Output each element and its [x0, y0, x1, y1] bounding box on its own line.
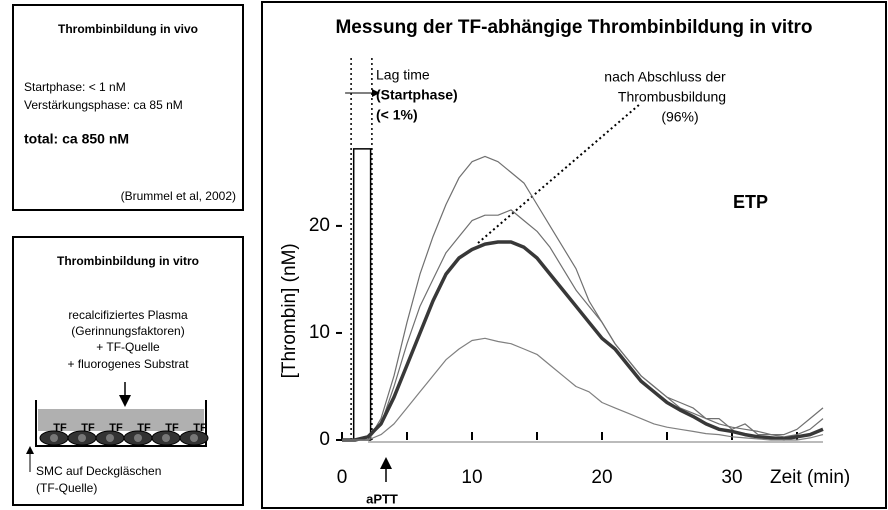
cell-nucleus [162, 434, 170, 442]
cell-nucleus [50, 434, 58, 442]
panel-box [12, 236, 244, 506]
panel-line: recalcifiziertes Plasma [68, 308, 188, 322]
cell-nucleus [190, 434, 198, 442]
cell-label: TF [81, 422, 95, 434]
panel-line: + TF-Quelle [96, 340, 160, 354]
panel-caption: SMC auf Deckgläschen [36, 464, 161, 478]
lag-label: (Startphase) [376, 87, 458, 103]
x-tick-label: 10 [461, 467, 482, 488]
well [35, 400, 207, 447]
series-line [342, 209, 824, 441]
cell-label: TF [53, 422, 67, 434]
panel-box [12, 4, 244, 211]
x-tick-label: 30 [721, 467, 742, 488]
y-tick-label: 20 [309, 215, 330, 236]
series-line [342, 337, 824, 441]
panel-line: Startphase: < 1 nM [24, 80, 126, 94]
cell-nucleus [134, 434, 142, 442]
chart: 0 10 20 0 10 20 30 Zeit (min) [Thrombin] (nM) Lag… [279, 58, 850, 506]
lag-label: Lag time [376, 67, 430, 83]
marker-label: aPTT [366, 491, 398, 506]
x-tick-label: 0 [337, 467, 348, 488]
medium [38, 409, 204, 431]
cell-layer: TF TF TF TF TF TF [39, 422, 209, 446]
panel-line: Verstärkungsphase: ca 85 nM [24, 98, 183, 112]
panel-line: (Gerinnungsfaktoren) [71, 324, 184, 338]
x-axis-label: Zeit (min) [770, 467, 850, 488]
area-label: ETP [733, 192, 768, 212]
x-tick-label: 20 [591, 467, 612, 488]
panel-source: (Brummel et al, 2002) [121, 189, 236, 203]
panel-title: Thrombinbildung in vivo [58, 22, 198, 36]
end-pointer [477, 103, 641, 244]
y-tick-label: 0 [319, 429, 330, 450]
lag-box [352, 148, 372, 441]
lag-label: (< 1%) [376, 107, 418, 123]
panel-line: + fluorogenes Substrat [67, 357, 189, 371]
series-line [342, 240, 824, 442]
end-label: nach Abschluss der [604, 69, 726, 85]
cell-label: TF [137, 422, 151, 434]
cell-label: TF [193, 422, 207, 434]
cell-nucleus [78, 434, 86, 442]
series-line [342, 155, 824, 441]
chart-frame [261, 1, 887, 509]
panel-total: total: ca 850 nM [24, 131, 129, 147]
end-label: Thrombusbildung [618, 89, 726, 105]
panel-title: Thrombinbildung in vitro [57, 254, 199, 268]
y-tick-label: 10 [309, 322, 330, 343]
y-axis-label: [Thrombin] (nM) [279, 243, 300, 378]
panel-caption: (TF-Quelle) [36, 481, 97, 495]
chart-title: Messung der TF-abhängige Thrombinbildung… [335, 17, 812, 38]
cell-label: TF [165, 422, 179, 434]
cell-label: TF [109, 422, 123, 434]
cell-nucleus [106, 434, 114, 442]
end-label: (96%) [661, 109, 698, 125]
